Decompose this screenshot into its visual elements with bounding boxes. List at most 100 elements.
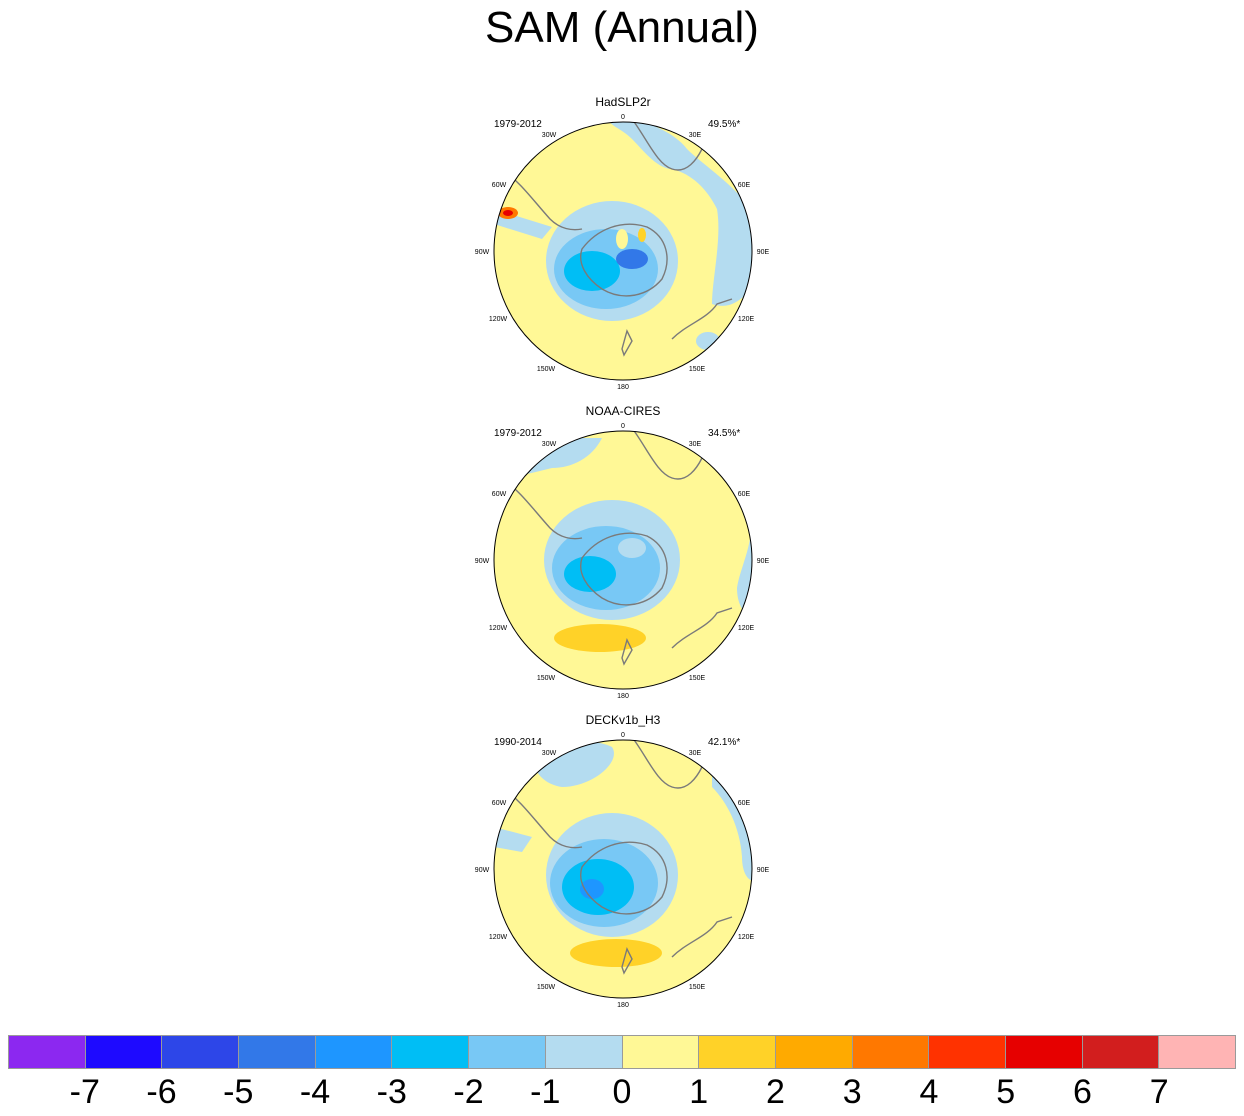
map-border: [493, 430, 753, 690]
coastline: [671, 607, 733, 649]
color-legend-box: [1082, 1036, 1160, 1068]
lon-label: 90W: [475, 558, 490, 565]
panel-period: 1979-2012: [494, 119, 542, 130]
color-legend-box: [162, 1036, 240, 1068]
map-panel-noaa-cires: NOAA-CIRES 1979-2012 34.5%* 0 30E 60E 90…: [472, 404, 774, 704]
coastline: [621, 329, 633, 357]
coastline: [580, 532, 668, 606]
lon-label: 30E: [689, 132, 702, 139]
lon-label: 120W: [489, 625, 508, 632]
lon-label: 150W: [537, 675, 556, 682]
lon-label: 180: [617, 1002, 629, 1009]
lon-label: 120E: [738, 934, 755, 941]
coastline: [501, 168, 583, 231]
color-legend-label: 1: [689, 1073, 709, 1111]
lon-label: 30W: [542, 132, 557, 139]
negative-anomaly-region: [618, 538, 646, 558]
color-legend-box: [392, 1036, 470, 1068]
coastline: [621, 638, 633, 666]
lon-label: 150W: [537, 984, 556, 991]
negative-anomaly-region: [580, 879, 604, 899]
positive-anomaly-region: [638, 228, 646, 242]
negative-anomaly-region: [696, 332, 720, 350]
lon-label: 150E: [689, 675, 706, 682]
negative-anomaly-region: [494, 827, 532, 852]
color-legend-label: 5: [996, 1073, 1016, 1111]
color-legend-label: -2: [453, 1073, 484, 1111]
lon-label: 120W: [489, 934, 508, 941]
lon-label: 0: [621, 114, 625, 121]
color-legend-box: [775, 1036, 853, 1068]
panel-variance: 42.1%*: [708, 737, 741, 748]
lon-label: 120W: [489, 316, 508, 323]
lon-label: 60W: [492, 800, 507, 807]
color-legend-label: -3: [376, 1073, 407, 1111]
color-legend-box: [315, 1036, 393, 1068]
color-legend-label: -6: [146, 1073, 177, 1111]
polar-map: 0 30E 60E 90E 120E 150E 180 150W 120W 90…: [475, 423, 770, 700]
color-legend-label: -1: [530, 1073, 561, 1111]
color-legend-label: 7: [1149, 1073, 1169, 1111]
color-legend-box: [929, 1036, 1006, 1068]
coastline: [671, 298, 733, 340]
polar-map: 0 30E 60E 90E 120E 150E 180 150W 120W 90…: [475, 732, 770, 1009]
color-legend-box: [85, 1036, 163, 1068]
lon-label: 90E: [757, 867, 770, 874]
coastline: [501, 786, 583, 849]
color-legend-label: -5: [223, 1073, 254, 1111]
panel-period: 1979-2012: [494, 428, 542, 439]
color-legend-label: -7: [69, 1073, 100, 1111]
color-legend-box: [239, 1036, 316, 1068]
lon-label: 150E: [689, 366, 706, 373]
map-border: [493, 121, 753, 381]
lon-label: 90E: [757, 249, 770, 256]
negative-anomaly-region: [564, 556, 616, 592]
negative-anomaly-region: [607, 122, 752, 306]
color-legend-bar: [8, 1035, 1236, 1069]
lon-label: 60W: [492, 491, 507, 498]
color-legend-box: [9, 1036, 86, 1068]
lon-label: 60W: [492, 182, 507, 189]
map-border: [493, 739, 753, 999]
color-legend-label: 2: [766, 1073, 785, 1111]
panel-title: NOAA-CIRES: [585, 404, 661, 418]
lon-label: 30E: [689, 441, 702, 448]
positive-anomaly-region: [503, 210, 513, 216]
coastline: [501, 477, 583, 540]
color-legend-box: [1005, 1036, 1083, 1068]
color-legend-box: [852, 1036, 930, 1068]
panel-period: 1990-2014: [494, 737, 542, 748]
lon-label: 60E: [738, 800, 751, 807]
coastline: [631, 122, 703, 171]
color-legend-label: 0: [612, 1073, 632, 1111]
lon-label: 60E: [738, 182, 751, 189]
color-legend-box: [1159, 1036, 1235, 1068]
lon-label: 30W: [542, 441, 557, 448]
color-legend-box: [469, 1036, 546, 1068]
positive-anomaly-region: [554, 624, 646, 652]
map-panel-hadslp2r: HadSLP2r 1979-2012 49.5%* 0 30E: [472, 95, 774, 395]
coastline: [631, 740, 703, 789]
color-legend-label: 6: [1073, 1073, 1092, 1111]
color-legend-label: 3: [842, 1073, 862, 1111]
panel-title: HadSLP2r: [595, 95, 651, 109]
lon-label: 180: [617, 693, 629, 700]
panel-variance: 49.5%*: [708, 119, 741, 130]
coastline: [631, 431, 703, 480]
lon-label: 150E: [689, 984, 706, 991]
lon-label: 0: [621, 423, 625, 430]
lon-label: 30W: [542, 750, 557, 757]
coastline: [671, 916, 733, 958]
lon-label: 120E: [738, 625, 755, 632]
lon-label: 90W: [475, 249, 490, 256]
color-legend-box: [622, 1036, 700, 1068]
lon-label: 90W: [475, 867, 490, 874]
lon-label: 120E: [738, 316, 755, 323]
polar-map: 0 30E 60E 90E 120E 150E 180 150W 120W 90…: [475, 114, 770, 391]
negative-anomaly-region: [616, 249, 648, 269]
coastline: [580, 223, 668, 297]
coastline: [621, 947, 633, 975]
positive-anomaly-region: [616, 229, 628, 249]
map-panel-deckv1b-h3: DECKv1b_H3 1990-2014 42.1%* 0 30E 60E 90…: [472, 713, 774, 1013]
lon-label: 60E: [738, 491, 751, 498]
